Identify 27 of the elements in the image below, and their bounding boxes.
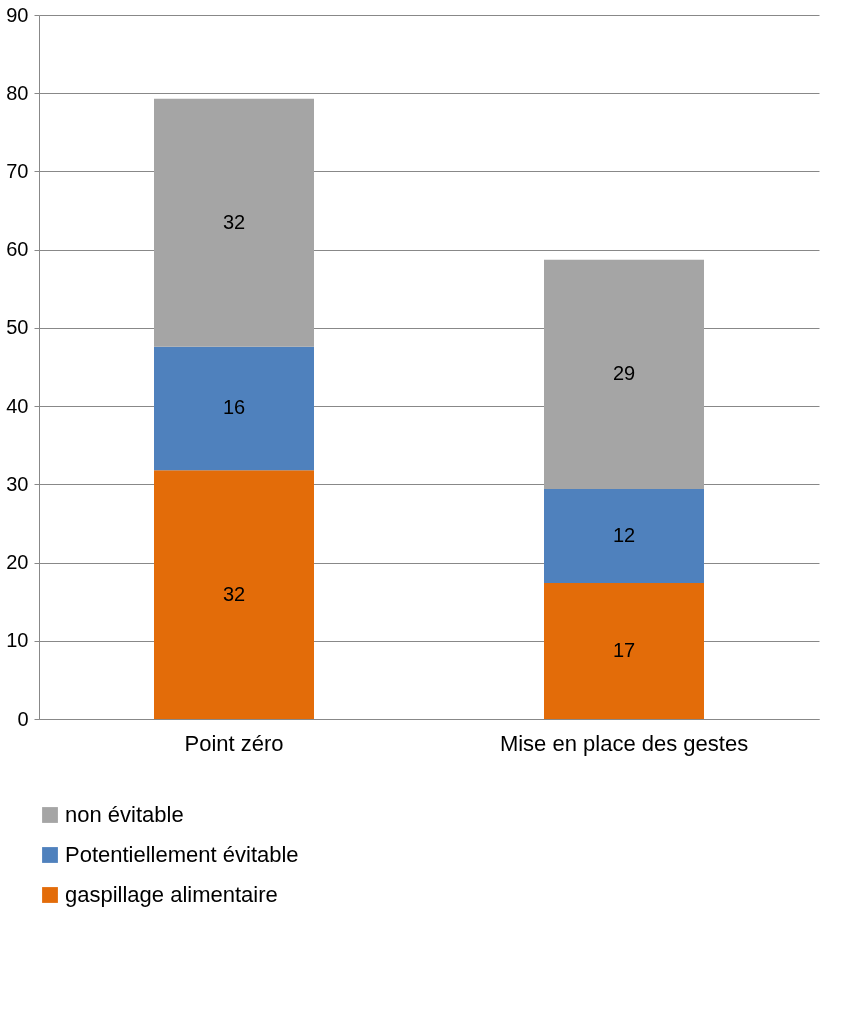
legend-label: gaspillage alimentaire — [65, 882, 278, 907]
y-tick-label: 20 — [6, 551, 29, 574]
bar — [544, 582, 704, 719]
data-label: 16 — [222, 396, 246, 419]
bar — [544, 489, 704, 583]
y-tick-label: 40 — [6, 394, 29, 417]
bar — [154, 470, 314, 719]
bar — [154, 98, 314, 347]
data-label: 32 — [222, 582, 246, 605]
y-tick-label: 0 — [17, 707, 29, 730]
y-tick-label: 90 — [6, 3, 29, 26]
y-tick-label: 70 — [6, 159, 29, 182]
legend-label: Potentiellement évitable — [65, 842, 299, 867]
x-tick-label: Mise en place des gestes — [499, 730, 749, 756]
y-tick-label: 50 — [6, 316, 29, 339]
data-label: 32 — [222, 210, 246, 233]
y-tick-label: 30 — [6, 472, 29, 495]
legend-label: non évitable — [65, 802, 184, 827]
y-tick-label: 10 — [6, 629, 29, 652]
data-label: 12 — [612, 523, 636, 546]
data-label: 17 — [612, 638, 636, 661]
bar — [154, 346, 314, 471]
x-tick-label: Point zéro — [184, 730, 284, 756]
data-label: 29 — [612, 362, 636, 385]
y-tick-label: 80 — [6, 81, 29, 104]
bar — [544, 259, 704, 490]
y-tick-label: 60 — [6, 238, 29, 261]
